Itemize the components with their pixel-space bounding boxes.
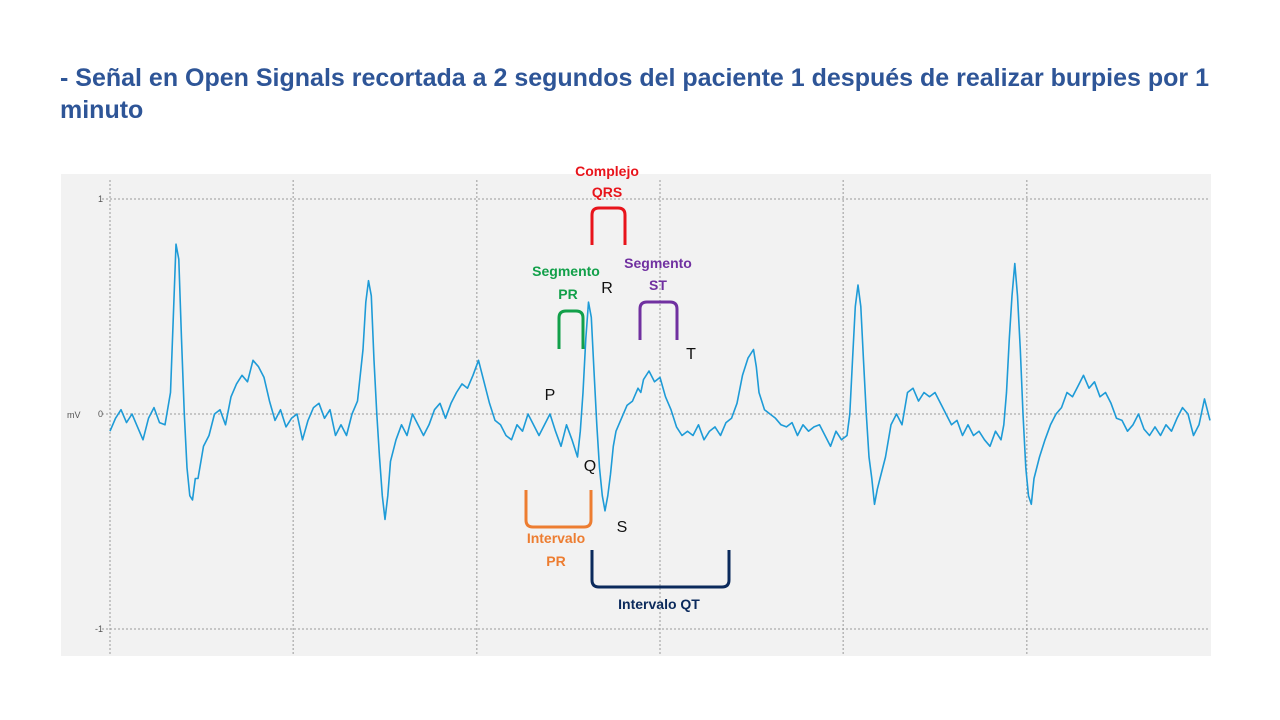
wave-label-r: R [601,280,613,297]
pr-segment-bracket [557,309,585,349]
y-tick-label-1: 0 [98,409,103,419]
qrs-label-line2: QRS [592,184,622,200]
plot-background [61,174,1211,656]
pr-interval-label-line2: PR [546,553,565,569]
slide-title: - Señal en Open Signals recortada a 2 se… [60,64,1209,124]
qrs-bracket [590,206,627,245]
wave-label-q: Q [584,458,596,475]
qt-interval-annotation: Intervalo QT [590,550,731,612]
wave-label-p: P [545,387,556,404]
pr-interval-annotation: Intervalo PR [524,490,593,569]
wave-label-s: S [617,519,628,536]
ecg-signal-line [109,243,1211,521]
y-tick-label-0: 1 [98,194,103,204]
qt-interval-bracket [590,550,731,589]
pr-segment-label-line2: PR [558,286,577,302]
axis-layer: mV 1 0 -1 [67,194,103,634]
st-segment-annotation: Segmento ST [624,255,692,340]
pr-interval-bracket [524,490,593,529]
st-segment-bracket [638,300,679,340]
wave-label-t: T [686,346,696,363]
pr-segment-label-line1: Segmento [532,263,600,279]
st-segment-label-line1: Segmento [624,255,692,271]
y-axis-label: mV [67,410,81,420]
qt-interval-label: Intervalo QT [618,596,700,612]
st-segment-label-line2: ST [649,277,667,293]
qrs-complex-annotation: Complejo QRS [575,163,639,245]
pr-segment-annotation: Segmento PR [532,263,600,349]
y-tick-label-2: -1 [95,624,103,634]
pr-interval-label-line1: Intervalo [527,530,585,546]
qrs-label-line1: Complejo [575,163,639,179]
